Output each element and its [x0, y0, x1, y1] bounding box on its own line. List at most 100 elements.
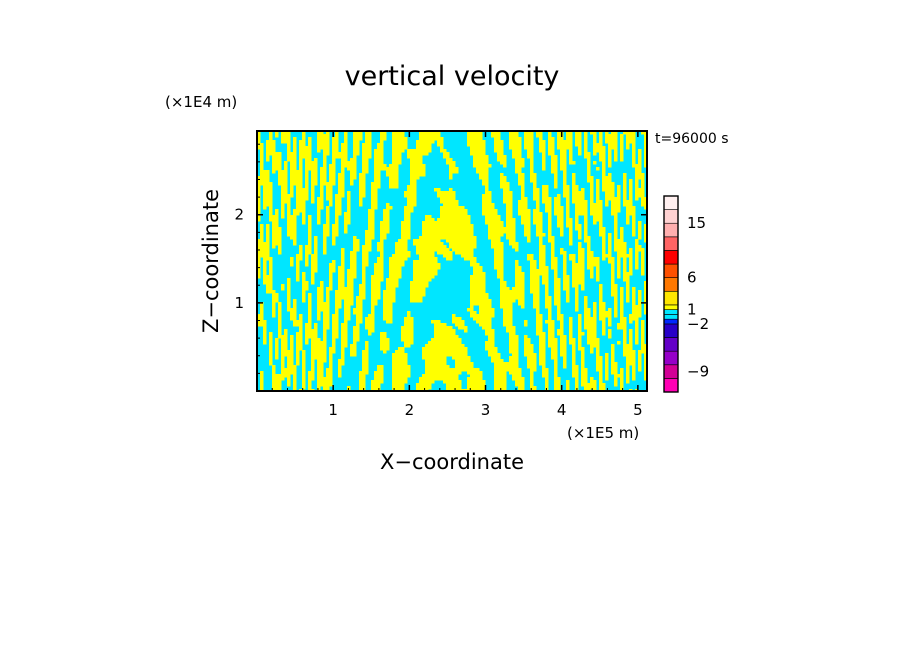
- positive-velocity-cell: [620, 158, 624, 162]
- positive-velocity-cell: [281, 212, 285, 216]
- positive-velocity-cell: [614, 236, 618, 240]
- positive-velocity-cell: [599, 221, 603, 225]
- positive-velocity-cell: [599, 131, 603, 135]
- positive-velocity-cell: [317, 362, 324, 366]
- positive-velocity-cell: [431, 338, 462, 342]
- positive-velocity-cell: [317, 311, 321, 315]
- positive-velocity-cell: [389, 275, 402, 279]
- positive-velocity-cell: [635, 329, 639, 333]
- positive-velocity-cell: [593, 149, 606, 153]
- positive-velocity-cell: [332, 323, 339, 327]
- positive-velocity-cell: [587, 341, 600, 345]
- positive-velocity-cell: [611, 200, 621, 204]
- positive-velocity-cell: [494, 386, 507, 390]
- positive-velocity-cell: [644, 284, 647, 288]
- positive-velocity-cell: [563, 191, 570, 195]
- positive-velocity-cell: [392, 161, 402, 165]
- positive-velocity-cell: [281, 134, 291, 138]
- positive-velocity-cell: [473, 317, 492, 321]
- positive-velocity-cell: [554, 212, 564, 216]
- positive-velocity-cell: [641, 200, 647, 204]
- positive-velocity-cell: [302, 353, 306, 357]
- positive-velocity-cell: [566, 206, 570, 210]
- positive-velocity-cell: [491, 245, 504, 249]
- positive-velocity-cell: [371, 275, 384, 279]
- positive-velocity-cell: [269, 137, 273, 141]
- positive-velocity-cell: [530, 161, 534, 165]
- positive-velocity-cell: [410, 287, 426, 291]
- positive-velocity-cell: [290, 335, 294, 339]
- positive-velocity-cell: [524, 335, 528, 339]
- positive-velocity-cell: [596, 356, 603, 360]
- positive-velocity-cell: [563, 269, 567, 273]
- positive-velocity-cell: [596, 191, 600, 195]
- positive-velocity-cell: [272, 305, 276, 309]
- positive-velocity-cell: [326, 368, 333, 372]
- positive-velocity-cell: [545, 290, 549, 294]
- positive-velocity-cell: [620, 383, 624, 387]
- positive-velocity-cell: [353, 134, 363, 138]
- positive-velocity-cell: [641, 179, 645, 183]
- positive-velocity-cell: [341, 254, 345, 258]
- positive-velocity-cell: [350, 344, 357, 348]
- positive-velocity-cell: [392, 353, 408, 357]
- positive-velocity-cell: [578, 248, 585, 252]
- positive-velocity-cell: [590, 203, 603, 207]
- positive-velocity-cell: [533, 305, 540, 309]
- positive-velocity-cell: [638, 227, 642, 231]
- positive-velocity-cell: [257, 131, 261, 135]
- positive-velocity-cell: [371, 203, 378, 207]
- positive-velocity-cell: [620, 296, 624, 300]
- positive-velocity-cell: [317, 383, 333, 387]
- positive-velocity-cell: [596, 185, 600, 189]
- positive-velocity-cell: [332, 239, 336, 243]
- positive-velocity-cell: [521, 188, 525, 192]
- positive-velocity-cell: [500, 179, 507, 183]
- positive-velocity-cell: [635, 260, 639, 264]
- positive-velocity-cell: [335, 221, 339, 225]
- positive-velocity-cell: [317, 293, 324, 297]
- positive-velocity-cell: [488, 227, 516, 231]
- positive-velocity-cell: [326, 197, 333, 201]
- positive-velocity-cell: [608, 335, 612, 339]
- positive-velocity-cell: [506, 329, 516, 333]
- positive-velocity-cell: [290, 236, 297, 240]
- positive-velocity-cell: [311, 278, 315, 282]
- positive-velocity-cell: [335, 302, 342, 306]
- positive-velocity-cell: [326, 218, 330, 222]
- positive-velocity-cell: [305, 167, 318, 171]
- positive-velocity-cell: [572, 353, 576, 357]
- colorbar-segment: [663, 318, 679, 325]
- positive-velocity-cell: [302, 287, 309, 291]
- positive-velocity-cell: [515, 266, 522, 270]
- positive-velocity-cell: [536, 314, 543, 318]
- positive-velocity-cell: [272, 368, 276, 372]
- positive-velocity-cell: [617, 272, 621, 276]
- positive-velocity-cell: [278, 308, 282, 312]
- positive-velocity-cell: [464, 329, 468, 333]
- positive-velocity-cell: [272, 161, 282, 165]
- positive-velocity-cell: [347, 272, 357, 276]
- positive-velocity-cell: [281, 350, 294, 354]
- positive-velocity-cell: [305, 251, 312, 255]
- positive-velocity-cell: [335, 194, 345, 198]
- positive-velocity-cell: [470, 275, 486, 279]
- positive-velocity-cell: [602, 236, 606, 240]
- positive-velocity-cell: [380, 338, 390, 342]
- positive-velocity-cell: [626, 374, 630, 378]
- positive-velocity-cell: [362, 248, 372, 252]
- positive-velocity-cell: [470, 281, 486, 285]
- positive-velocity-cell: [644, 368, 647, 372]
- positive-velocity-cell: [332, 341, 336, 345]
- positive-velocity-cell: [548, 332, 555, 336]
- positive-velocity-cell: [578, 230, 582, 234]
- positive-velocity-cell: [575, 140, 582, 144]
- positive-velocity-cell: [608, 161, 612, 165]
- positive-velocity-cell: [638, 158, 642, 162]
- positive-velocity-cell: [389, 272, 402, 276]
- positive-velocity-cell: [644, 371, 647, 375]
- positive-velocity-cell: [359, 380, 366, 384]
- positive-velocity-cell: [371, 383, 381, 387]
- positive-velocity-cell: [362, 365, 369, 369]
